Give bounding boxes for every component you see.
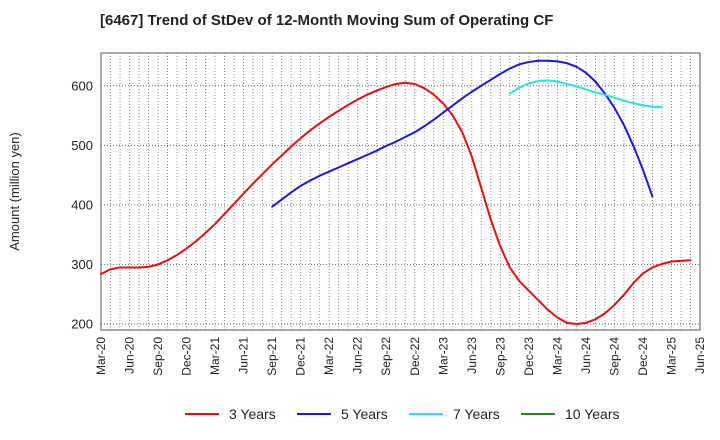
x-tick-label: Jun-24 — [579, 337, 593, 374]
y-tick-label: 600 — [71, 78, 93, 93]
chart-title: [6467] Trend of StDev of 12-Month Moving… — [100, 12, 554, 29]
plot-area — [100, 52, 701, 331]
legend-label-10-years: 10 Years — [565, 406, 620, 422]
x-tick-label: Dec-21 — [294, 337, 308, 376]
x-tick-label: Sep-20 — [151, 337, 165, 376]
x-tick-label: Mar-22 — [322, 337, 336, 375]
legend-swatch-10-years — [521, 413, 555, 415]
y-tick-label: 500 — [71, 138, 93, 153]
x-tick-label: Jun-21 — [237, 337, 251, 374]
x-tick-label: Mar-23 — [436, 337, 450, 375]
legend-label-3-years: 3 Years — [229, 406, 276, 422]
x-tick-label: Mar-20 — [94, 337, 108, 375]
legend-item-5-years: 5 Years — [297, 406, 388, 422]
legend-swatch-7-years — [409, 413, 443, 415]
x-tick-label: Sep-24 — [607, 337, 621, 376]
x-tick-label: Sep-21 — [265, 337, 279, 376]
x-tick-label: Jun-20 — [123, 337, 137, 374]
legend-label-7-years: 7 Years — [453, 406, 500, 422]
legend-item-10-years: 10 Years — [521, 406, 620, 422]
series-line-5-years — [271, 59, 654, 208]
y-tick-label: 300 — [71, 257, 93, 272]
x-tick-label: Dec-24 — [636, 337, 650, 376]
x-tick-label: Jun-22 — [351, 337, 365, 374]
legend-item-3-years: 3 Years — [185, 406, 276, 422]
x-tick-label: Dec-20 — [180, 337, 194, 376]
x-tick-label: Mar-21 — [208, 337, 222, 375]
x-tick-label: Sep-23 — [493, 337, 507, 376]
legend-label-5-years: 5 Years — [341, 406, 388, 422]
x-tick-label: Jun-23 — [465, 337, 479, 374]
series-line-7-years — [508, 79, 663, 109]
y-tick-label: 200 — [71, 317, 93, 332]
x-tick-label: Dec-22 — [408, 337, 422, 376]
legend-swatch-3-years — [185, 413, 219, 415]
legend-swatch-5-years — [297, 413, 331, 415]
x-tick-label: Dec-23 — [522, 337, 536, 376]
x-tick-label: Mar-25 — [664, 337, 678, 375]
y-tick-label: 400 — [71, 197, 93, 212]
x-tick-label: Sep-22 — [379, 337, 393, 376]
x-tick-label: Mar-24 — [550, 337, 564, 375]
y-axis-label: Amount (million yen) — [7, 132, 22, 251]
x-tick-label: Jun-25 — [693, 337, 707, 374]
chart-legend: 3 Years 5 Years 7 Years 10 Years — [0, 406, 720, 426]
series-line-3-years — [100, 81, 692, 326]
legend-item-7-years: 7 Years — [409, 406, 500, 422]
